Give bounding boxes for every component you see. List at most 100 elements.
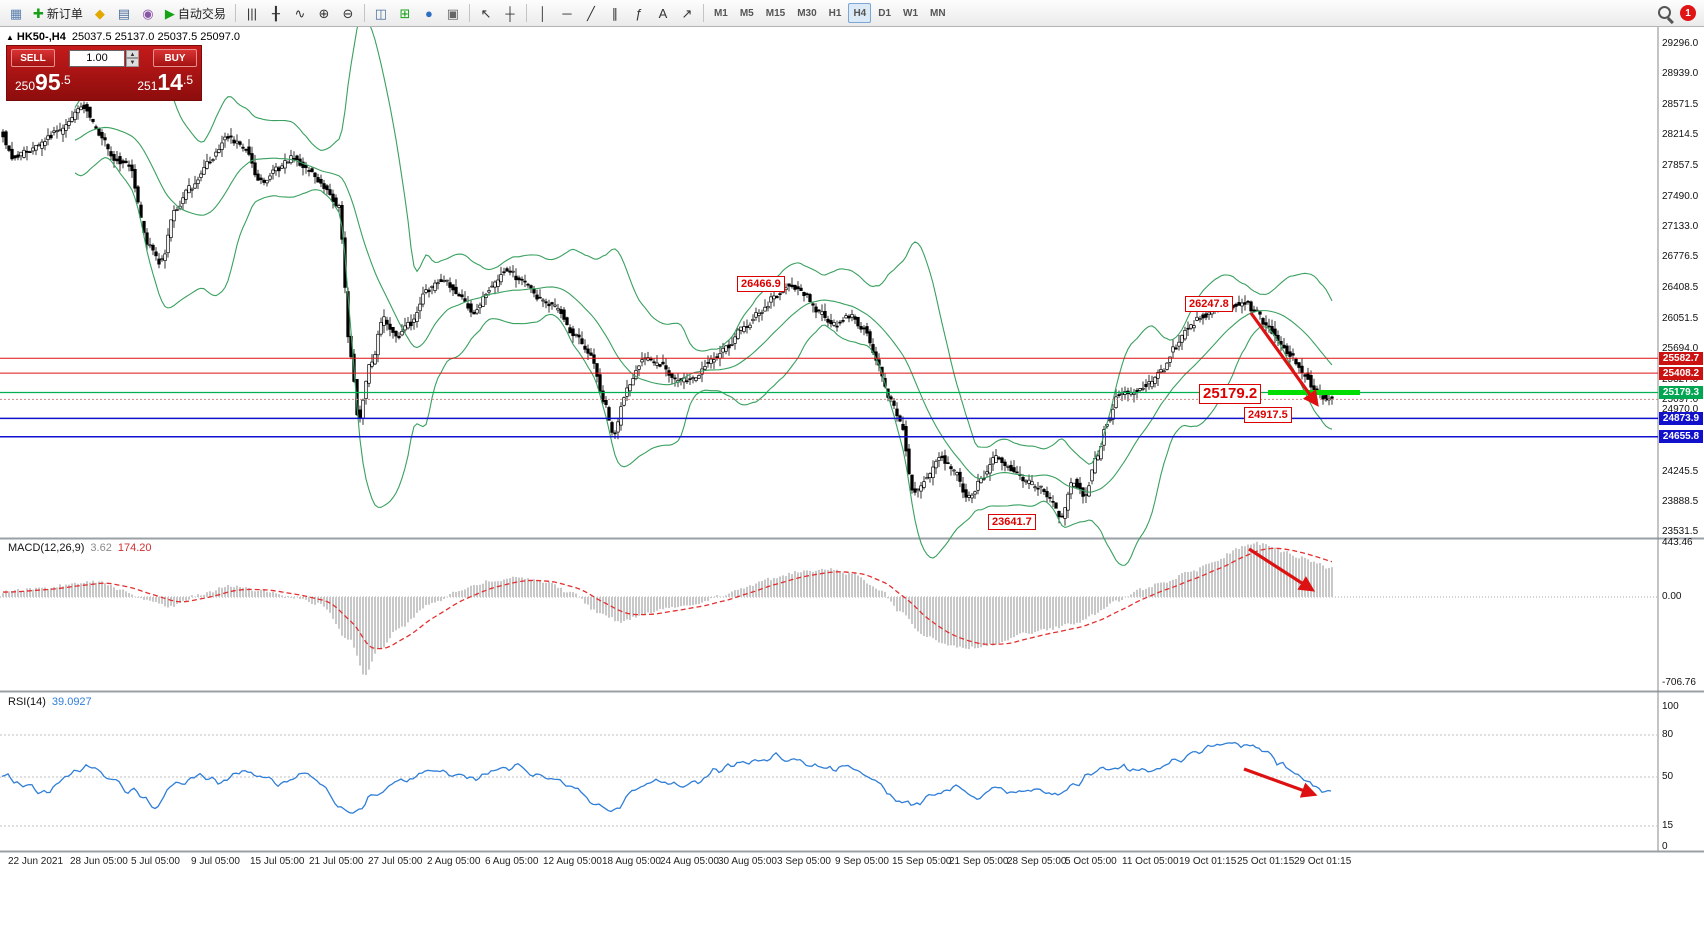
charts-window-icon[interactable]: ▦ — [5, 2, 27, 24]
objects-icon: ▣ — [446, 5, 460, 21]
price-axis-label: 24245.5 — [1662, 465, 1699, 477]
zoom-in-button[interactable]: ⊕ — [313, 2, 335, 24]
tile-windows-button[interactable]: ◫ — [370, 2, 392, 24]
zoom-in-icon: ⊕ — [318, 5, 330, 21]
timeframe-H4[interactable]: H4 — [848, 3, 872, 23]
arrows-tool-button[interactable]: ↗ — [676, 2, 698, 24]
buy-button[interactable]: BUY — [153, 49, 197, 67]
timeline-label: 5 Oct 05:00 — [1065, 856, 1117, 867]
toolbar-separator — [468, 4, 470, 22]
new-order-button[interactable]: ✚ 新订单 — [29, 2, 87, 24]
autotrading-button[interactable]: ▶ 自动交易 — [161, 2, 230, 24]
timeframe-H1[interactable]: H1 — [828, 7, 842, 19]
trend-arrow[interactable] — [1248, 547, 1316, 592]
price-axis-label: 27490.0 — [1662, 190, 1699, 202]
notification-badge[interactable]: 1 — [1680, 5, 1696, 21]
sell-button[interactable]: SELL — [11, 49, 55, 67]
zoom-out-button[interactable]: ⊖ — [337, 2, 359, 24]
toolbar-separator — [234, 4, 236, 22]
timeframe-M5[interactable]: M5 — [739, 7, 754, 19]
channel-tool-button[interactable]: ∥ — [604, 2, 626, 24]
timeline-label: 11 Oct 05:00 — [1122, 856, 1179, 867]
macd-indicator-label: MACD(12,26,9) 3.62 174.20 — [8, 542, 152, 554]
macd-panel — [2, 541, 1333, 676]
volume-increase-button[interactable]: ▲ — [126, 49, 139, 58]
collapse-arrow-icon[interactable]: ▲ — [6, 33, 14, 42]
timeframe-M1[interactable]: M1 — [713, 7, 728, 19]
trendline-tool-button[interactable]: ╱ — [580, 2, 602, 24]
price-annotation[interactable]: 26247.8 — [1185, 296, 1233, 312]
chart-candles-button[interactable]: ╂ — [265, 2, 287, 24]
timeline-label: 21 Sep 05:00 — [949, 856, 1009, 867]
timeline-label: 24 Aug 05:00 — [660, 856, 719, 867]
crosshair-tool-button[interactable]: ┼ — [499, 2, 521, 24]
rsi-axis-label: 0 — [1662, 841, 1668, 852]
chart-line-button[interactable]: ∿ — [289, 2, 311, 24]
channel-tool-icon: ∥ — [611, 5, 619, 21]
text-tool-button[interactable]: A — [652, 2, 674, 24]
indicators-icon: ⊞ — [399, 5, 411, 21]
tile-windows-icon: ◫ — [374, 5, 388, 21]
price-axis-label: 23888.5 — [1662, 495, 1699, 507]
volume-spinner: ▲ ▼ — [126, 49, 139, 67]
timeline-label: 22 Jun 2021 — [8, 856, 64, 867]
timeframe-W1[interactable]: W1 — [903, 7, 919, 19]
mailbox-button[interactable]: ◆ — [89, 2, 111, 24]
price-axis-label: 26776.5 — [1662, 251, 1699, 263]
timeline-label: 30 Aug 05:00 — [718, 856, 777, 867]
price-annotation[interactable]: 23641.7 — [988, 514, 1036, 530]
vertical-line-tool-button[interactable]: │ — [532, 2, 554, 24]
strategy-tester-button[interactable]: ◉ — [137, 2, 159, 24]
chart-bars-icon: ||| — [246, 5, 257, 21]
objects-button[interactable]: ▣ — [442, 2, 464, 24]
navigator-button[interactable]: ● — [418, 2, 440, 24]
price-annotation[interactable]: 24917.5 — [1244, 407, 1292, 423]
timeline-label: 21 Jul 05:00 — [309, 856, 364, 867]
volume-decrease-button[interactable]: ▼ — [126, 58, 139, 67]
fibonacci-tool-button[interactable]: ƒ — [628, 2, 650, 24]
timeframe-D1[interactable]: D1 — [878, 7, 892, 19]
volume-input[interactable] — [69, 49, 125, 67]
rsi-axis-label: 80 — [1662, 729, 1674, 740]
trend-arrows[interactable] — [1243, 312, 1319, 798]
rsi-line — [1, 741, 1332, 814]
toolbar-separator — [363, 4, 365, 22]
symbol-period-label: HK50-,H4 — [16, 31, 66, 43]
price-annotation[interactable]: 25179.2 — [1199, 384, 1262, 404]
macd-axis-label: 0.00 — [1662, 591, 1682, 602]
timeframe-M30[interactable]: M30 — [797, 7, 817, 19]
trend-arrow[interactable] — [1243, 767, 1318, 798]
timeframe-MN[interactable]: MN — [930, 7, 946, 19]
timeline-label: 15 Sep 05:00 — [892, 856, 952, 867]
chart-bars-button[interactable]: ||| — [241, 2, 263, 24]
timeline-label: 15 Jul 05:00 — [250, 856, 305, 867]
horizontal-line-tool-icon: ─ — [562, 5, 572, 21]
search-icon[interactable] — [1656, 4, 1674, 22]
price-tag: 25582.7 — [1659, 351, 1703, 365]
price-axis-label: 26051.5 — [1662, 312, 1699, 324]
trade-prices-row: 25095.5 25114.5 — [11, 67, 197, 96]
strategy-tester-icon: ◉ — [142, 5, 154, 21]
horizontal-line-tool-button[interactable]: ─ — [556, 2, 578, 24]
price-axis-label: 24970.0 — [1662, 404, 1699, 416]
cursor-tool-button[interactable]: ↖ — [475, 2, 497, 24]
sell-price: 25095.5 — [15, 69, 71, 95]
timeline-label: 18 Aug 05:00 — [602, 856, 661, 867]
indicators-button[interactable]: ⊞ — [394, 2, 416, 24]
macd-signal-line — [2, 547, 1333, 650]
toolbar-right: 1 — [1656, 4, 1700, 22]
timeline-label: 12 Aug 05:00 — [543, 856, 602, 867]
timeframe-M15[interactable]: M15 — [765, 7, 786, 19]
trend-arrow[interactable] — [1249, 312, 1319, 407]
price-annotation[interactable]: 26466.9 — [737, 276, 785, 292]
timeline-label: 2 Aug 05:00 — [427, 856, 481, 867]
key-level-lines[interactable] — [0, 357, 1658, 438]
macd-axis-label: -706.76 — [1662, 677, 1696, 689]
mailbox-icon: ◆ — [94, 5, 105, 21]
bollinger-bands — [74, 13, 1333, 566]
terminal-button[interactable]: ▤ — [113, 2, 135, 24]
timeframe-buttons: M1 M5 M15 M30 H1 H4 D1 W1 MN — [708, 3, 952, 23]
price-axis-label: 27857.5 — [1662, 159, 1699, 171]
